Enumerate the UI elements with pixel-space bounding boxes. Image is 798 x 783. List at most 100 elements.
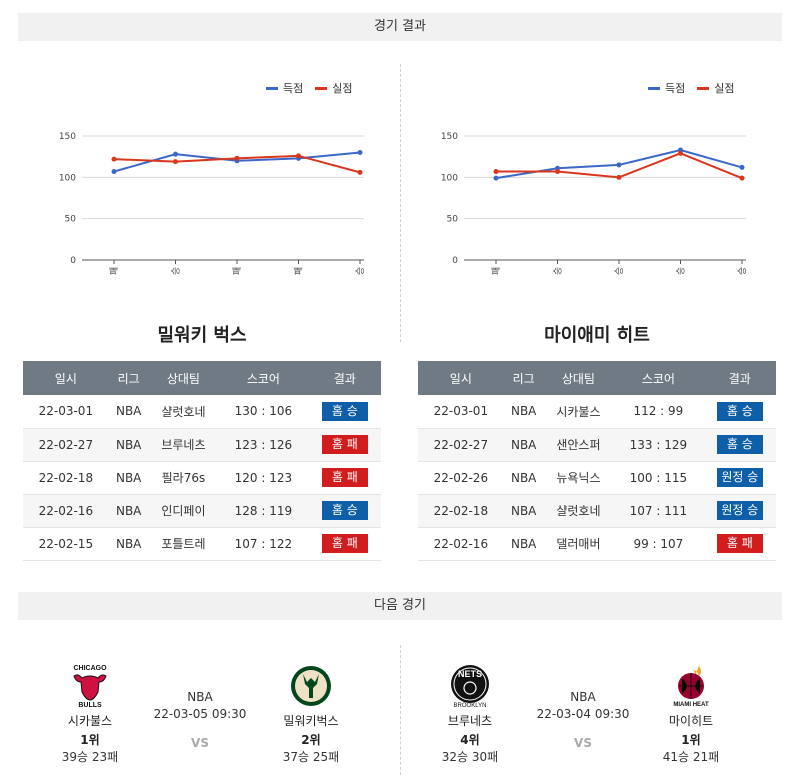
y-tick-label: 150 [441, 132, 458, 142]
result-badge: 원정 승 [716, 468, 763, 487]
y-tick-label: 150 [59, 132, 76, 142]
data-point [357, 150, 363, 156]
result-badge: 홈 패 [716, 534, 763, 553]
cell-result: 홈 패 [308, 461, 381, 495]
col-result: 결과 [703, 361, 776, 395]
data-point [555, 169, 560, 175]
next-game-2-home[interactable]: NETS BROOKLYN 브루네츠 4위 32승 30패 [425, 662, 515, 765]
cell-opponent: 뉴욕닉스 [543, 461, 614, 495]
col-league: 리그 [108, 361, 149, 395]
divider [400, 645, 401, 775]
table-row: 22-03-01 NBA 샬럿호네 130 : 106 홈 승 [23, 395, 381, 429]
next-game-1-home[interactable]: CHICAGO BULLS 시카불스 1위 39승 23패 [45, 662, 135, 765]
data-point [111, 156, 117, 162]
result-badge: 홈 승 [321, 401, 368, 421]
result-badge: 원정 승 [716, 501, 763, 520]
away-team-record: 37승 25패 [282, 750, 340, 764]
home-team-record: 32승 30패 [441, 750, 499, 764]
table-row: 22-02-16 NBA 댈러매버 99 : 107 홈 패 [418, 527, 776, 561]
away-team-rank: 2위 [301, 733, 321, 747]
away-team-rank: 1위 [681, 733, 701, 747]
table-row: 22-02-27 NBA 샌안스퍼 133 : 129 홈 승 [418, 428, 776, 462]
league-label: NBA [570, 690, 596, 704]
legend-item-scored: 득점 [266, 80, 303, 96]
y-tick-label: 50 [447, 215, 459, 225]
cell-opponent: 포틀트레 [148, 527, 219, 561]
next-game-1-info: NBA 22-03-05 09:30 [145, 690, 255, 721]
x-tick-label: 승 [553, 267, 564, 275]
col-result: 결과 [308, 361, 381, 395]
cell-opponent: 샬럿호네 [148, 395, 219, 429]
table-row: 22-03-01 NBA 시카불스 112 : 99 홈 승 [418, 395, 776, 429]
x-tick-label: 패 [109, 267, 120, 275]
away-team-record: 41승 21패 [662, 750, 720, 764]
y-tick-label: 50 [65, 215, 77, 225]
table-row: 22-02-27 NBA 브루네츠 123 : 126 홈 패 [23, 428, 381, 462]
home-team-name: 시카불스 [67, 714, 113, 728]
data-point [739, 164, 745, 170]
cell-result: 홈 승 [703, 395, 776, 429]
result-badge: 홈 패 [321, 468, 368, 487]
cell-date: 22-02-16 [418, 527, 504, 561]
cell-result: 홈 패 [308, 428, 381, 462]
cell-opponent: 시카불스 [543, 395, 614, 429]
results-section-title: 경기 결과 [18, 13, 782, 41]
next-section-title: 다음 경기 [18, 592, 782, 620]
table-row: 22-02-26 NBA 뉴욕닉스 100 : 115 원정 승 [418, 461, 776, 495]
cell-league: NBA [503, 494, 544, 528]
col-opponent: 상대팀 [148, 361, 219, 395]
divider [400, 64, 401, 342]
cell-date: 22-02-18 [23, 461, 109, 495]
chicago-bulls-logo: CHICAGO BULLS [68, 662, 112, 709]
result-badge: 홈 승 [321, 501, 368, 520]
cell-result: 홈 패 [703, 527, 776, 561]
chart-legend: 득점 실점 [266, 80, 353, 96]
cell-score: 107 : 122 [218, 527, 309, 561]
cell-league: NBA [108, 395, 149, 429]
svg-text:MIAMI HEAT: MIAMI HEAT [673, 702, 709, 708]
data-point [493, 169, 499, 175]
cell-score: 123 : 126 [218, 428, 309, 462]
home-team-rank: 1위 [80, 733, 100, 747]
data-point [493, 175, 499, 181]
cell-opponent: 댈러매버 [543, 527, 614, 561]
cell-opponent: 샌안스퍼 [543, 428, 614, 462]
legend-item-conceded: 실점 [697, 80, 735, 96]
cell-league: NBA [108, 461, 149, 495]
cell-score: 120 : 123 [218, 461, 309, 495]
team-title-milwaukee: 밀워키 벅스 [157, 325, 247, 346]
cell-score: 133 : 129 [613, 428, 704, 462]
data-point [111, 169, 117, 175]
away-team-name: 마이히트 [668, 714, 714, 728]
team-title-miami: 마이애미 히트 [544, 325, 650, 346]
y-tick-label: 0 [452, 256, 458, 266]
miami-heat-logo: MIAMI HEAT [669, 662, 713, 708]
col-date: 일시 [23, 361, 109, 395]
x-tick-label: 승 [737, 267, 748, 275]
cell-date: 22-03-01 [418, 395, 504, 429]
cell-score: 99 : 107 [613, 527, 704, 561]
y-tick-label: 100 [59, 173, 76, 183]
result-badge: 홈 패 [321, 534, 368, 553]
legend-item-conceded: 실점 [315, 80, 353, 96]
x-tick-label: 승 [355, 267, 366, 275]
x-tick-label: 승 [171, 267, 182, 275]
y-tick-label: 100 [441, 173, 458, 183]
cell-result: 홈 승 [308, 395, 381, 429]
data-point [234, 155, 240, 161]
result-badge: 홈 승 [716, 435, 763, 454]
cell-opponent: 샬럿호네 [543, 494, 614, 528]
cell-date: 22-02-26 [418, 461, 504, 495]
data-point [616, 162, 622, 168]
cell-score: 112 : 99 [613, 395, 704, 429]
results-table-milwaukee: 일시 리그 상대팀 스코어 결과 22-03-01 NBA 샬럿호네 130 : 10… [23, 361, 381, 561]
cell-date: 22-02-18 [418, 494, 504, 528]
x-tick-label: 패 [491, 267, 502, 275]
col-date: 일시 [418, 361, 504, 395]
cell-league: NBA [108, 428, 149, 462]
data-point [173, 151, 178, 157]
next-game-1-away[interactable]: 밀워키벅스 2위 37승 25패 [266, 662, 356, 765]
next-game-2-away[interactable]: MIAMI HEAT 마이히트 1위 41승 21패 [646, 662, 736, 765]
svg-text:CHICAGO: CHICAGO [73, 665, 107, 672]
table-row: 22-02-16 NBA 인디페이 128 : 119 홈 승 [23, 494, 381, 528]
